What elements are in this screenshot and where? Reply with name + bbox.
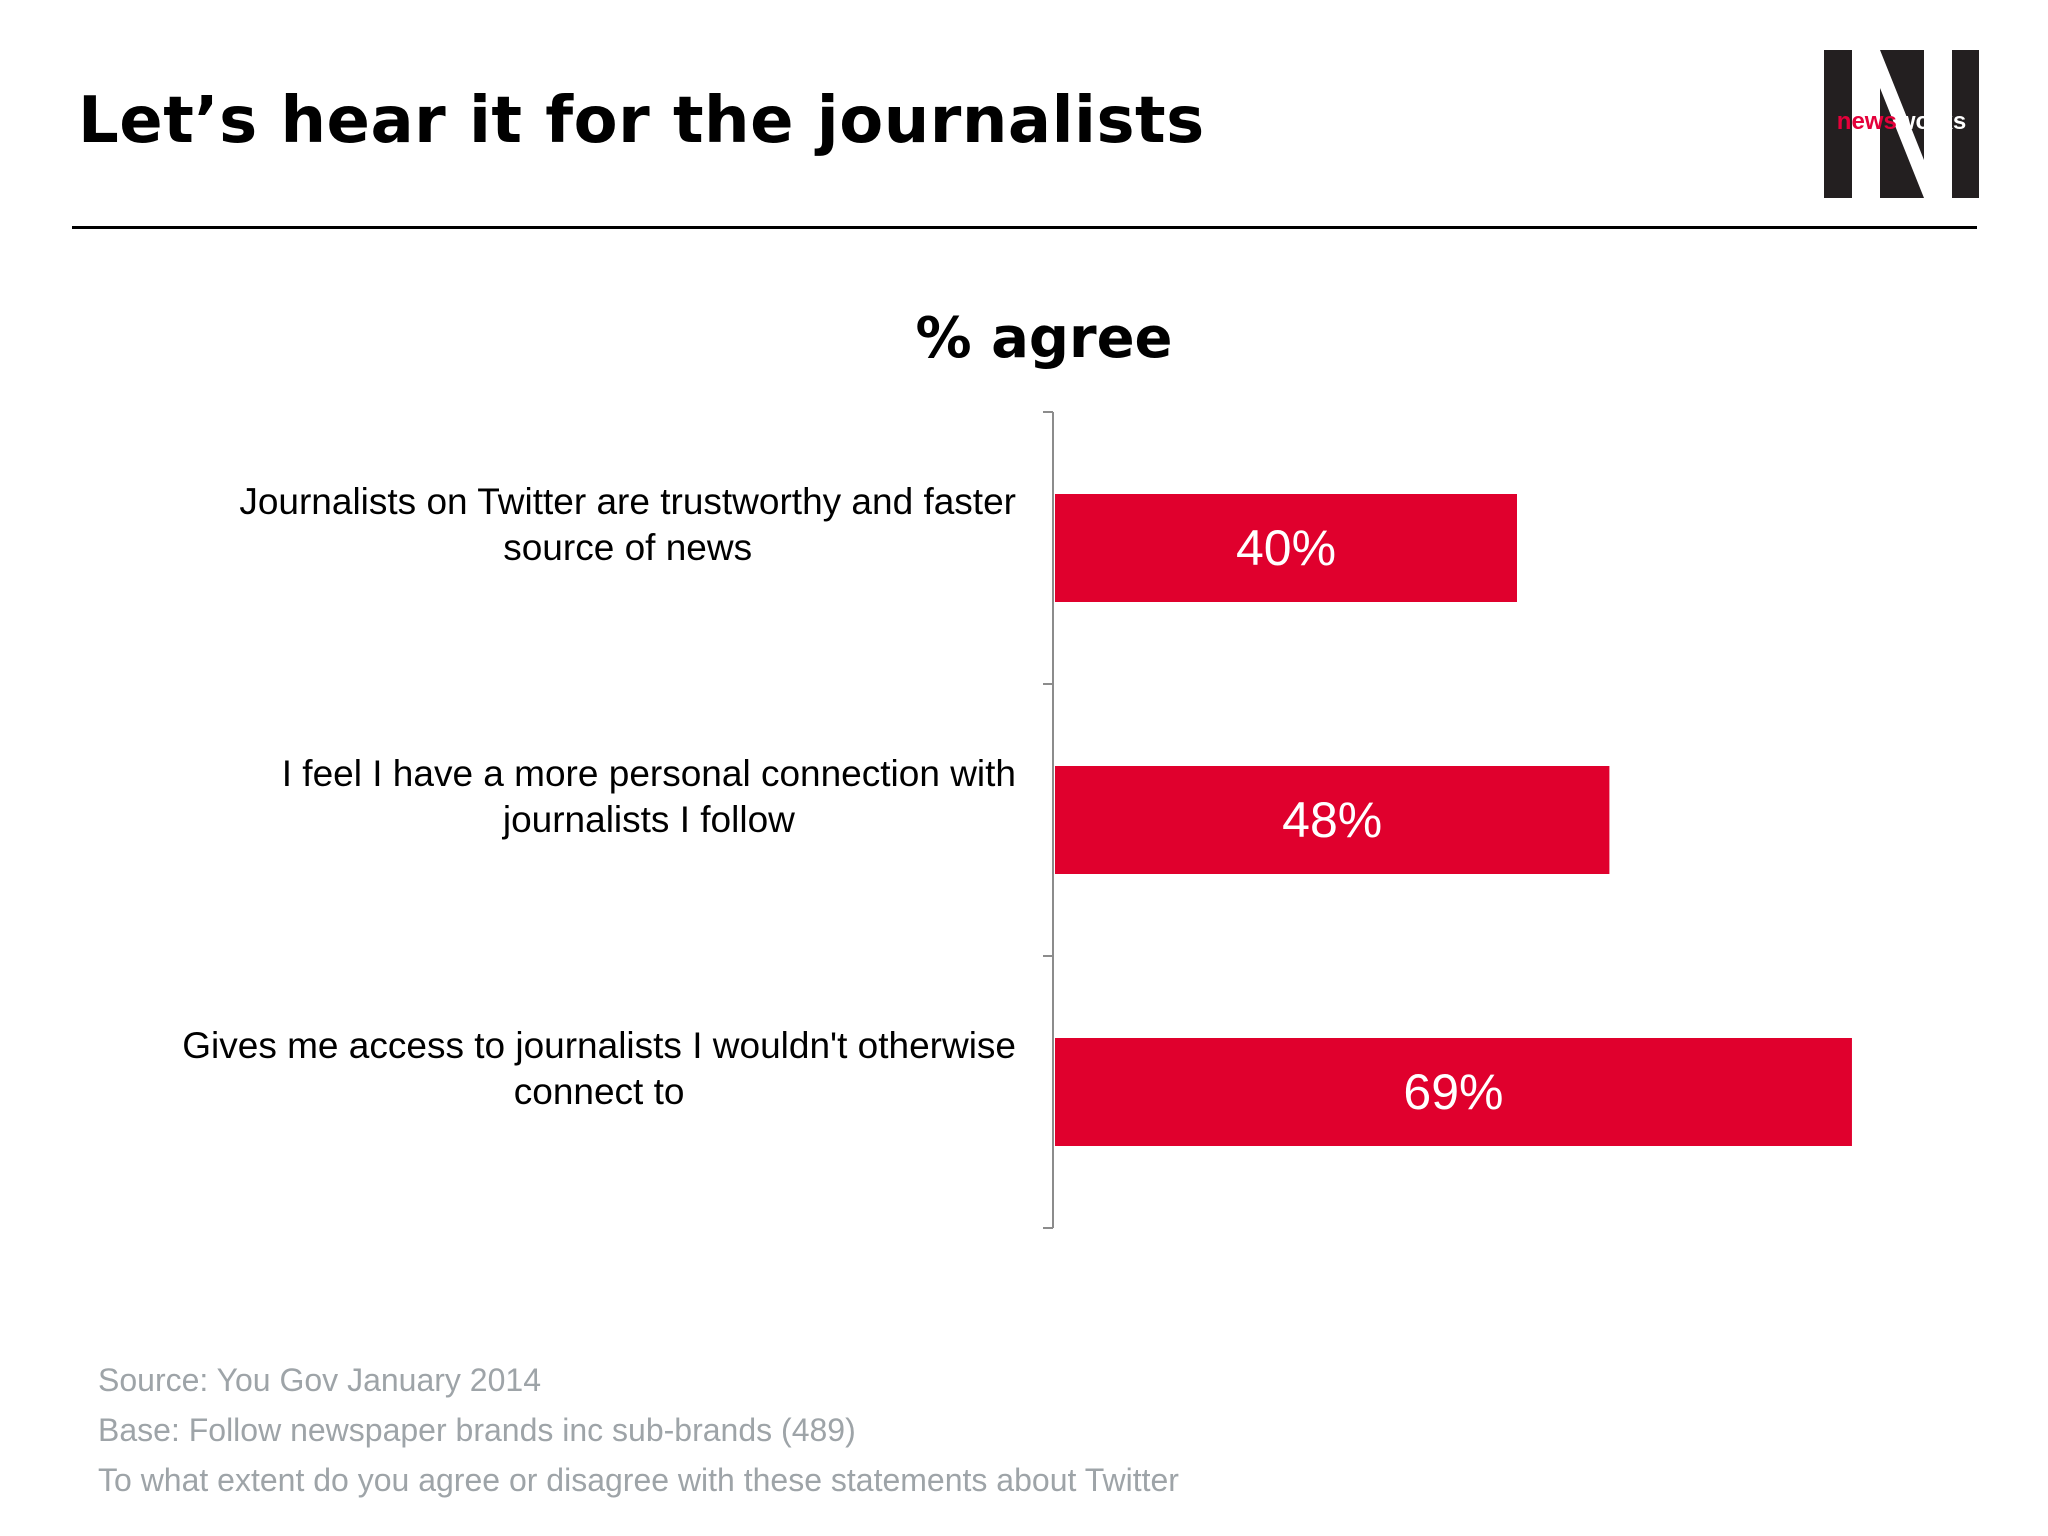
- chart-title: % agree: [915, 306, 1173, 371]
- bar: [1055, 766, 1610, 874]
- logo-n-shape: [1824, 50, 1979, 198]
- category-label: Gives me access to journalists I wouldn'…: [182, 1025, 1016, 1066]
- category-label: Journalists on Twitter are trustworthy a…: [239, 481, 1016, 522]
- bar: [1055, 1038, 1852, 1146]
- logo-text-news: news: [1836, 108, 1897, 135]
- question-note: To what extent do you agree or disagree …: [98, 1462, 1179, 1498]
- category-label: connect to: [514, 1071, 685, 1112]
- category-label: source of news: [503, 527, 752, 568]
- title-divider: [72, 226, 1977, 229]
- category-label: journalists I follow: [502, 799, 795, 840]
- bar-data-label: 40%: [1236, 520, 1336, 576]
- bar: [1055, 494, 1517, 602]
- base-note: Base: Follow newspaper brands inc sub-br…: [98, 1412, 856, 1448]
- logo-wordmark: newsworks: [1824, 108, 1979, 136]
- newsworks-logo: newsworks: [1824, 50, 1979, 198]
- source-notes: Source: You Gov January 2014 Base: Follo…: [98, 1355, 1179, 1505]
- logo-text-works: works: [1896, 108, 1967, 135]
- bar-data-label: 48%: [1282, 792, 1382, 848]
- bar-data-label: 69%: [1403, 1064, 1503, 1120]
- page-title: Let’s hear it for the journalists: [78, 84, 1205, 158]
- category-label: I feel I have a more personal connection…: [282, 753, 1016, 794]
- source-note: Source: You Gov January 2014: [98, 1362, 541, 1398]
